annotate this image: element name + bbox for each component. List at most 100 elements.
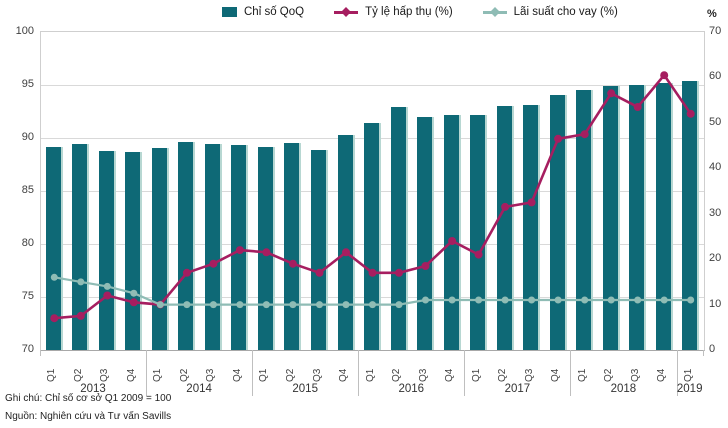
bar-chi-so-qoq [602, 86, 620, 350]
x-axis-quarter-label: Q3 [99, 368, 111, 382]
line-ty-le-hap-thu-marker [103, 291, 112, 300]
x-axis-quarter-label: Q1 [258, 368, 270, 382]
line-ty-le-hap-thu-marker [368, 268, 377, 277]
x-axis-year-label: 2014 [186, 383, 212, 395]
line-lai-suat-cho-vay-marker [687, 296, 695, 304]
x-axis-year-label: 2017 [504, 383, 531, 395]
x-axis-quarter-label: Q3 [417, 368, 429, 382]
left-axis-tick-label: 95 [21, 78, 34, 90]
bar-chi-so-qoq [178, 142, 196, 350]
x-axis-year-label: 2015 [292, 383, 318, 395]
x-axis-quarter-label: Q2 [497, 368, 509, 382]
axis-edge-tick [40, 350, 41, 356]
line-ty-le-hap-thu-marker [580, 130, 589, 139]
year-separator-line [146, 350, 148, 396]
line-ty-le-hap-thu-marker [288, 259, 297, 268]
left-axis-tick-label: 85 [21, 184, 34, 196]
year-separator-line [676, 350, 678, 396]
line-ty-le-hap-thu-marker [342, 248, 350, 257]
line-lai-suat-cho-vay-marker [422, 296, 429, 304]
line-lai-suat-cho-vay-marker [130, 289, 138, 297]
line-lai-suat-cho-vay-marker [448, 296, 456, 304]
line-lai-suat-cho-vay-marker [209, 301, 217, 309]
line-ty-le-hap-thu-marker [395, 268, 403, 277]
line-lai-suat-cho-vay-marker [554, 296, 562, 304]
line-series-layer [50, 71, 695, 323]
bar-chi-so-qoq [337, 134, 355, 350]
legend-item-qoq-index: Chỉ số QoQ [222, 6, 304, 18]
line-series-marker-icon [482, 7, 507, 17]
line-lai-suat-cho-vay-marker [50, 273, 58, 281]
bar-chi-so-qoq [45, 146, 63, 350]
bar-series-swatch-icon [222, 7, 237, 17]
bar-chi-so-qoq [523, 105, 541, 350]
line-ty-le-hap-thu-marker [660, 71, 669, 80]
x-axis-year-label: 2016 [398, 383, 425, 395]
line-lai-suat-cho-vay-marker [289, 301, 297, 309]
x-axis-year-label: 2018 [610, 383, 637, 395]
line-lai-suat-cho-vay-marker [156, 301, 164, 309]
line-lai-suat-cho-vay-marker [634, 296, 642, 304]
left-axis-tick-label: 80 [21, 237, 34, 249]
x-axis-quarter-label: Q3 [629, 368, 641, 382]
x-axis-quarter-label: Q1 [576, 368, 588, 382]
line-lai-suat-cho-vay-marker [236, 301, 244, 309]
bar-chi-so-qoq [311, 149, 328, 350]
x-axis-quarter-label: Q4 [444, 368, 456, 382]
bar-chi-so-qoq [204, 144, 222, 350]
left-axis-tick-label: 75 [21, 290, 34, 302]
line-series-marker-icon [334, 7, 359, 17]
line-ty-le-hap-thu-marker [607, 89, 616, 98]
left-axis-tick-label: 100 [15, 25, 34, 37]
line-lai-suat-cho-vay-marker [369, 301, 376, 309]
bar-chi-so-qoq [576, 90, 594, 350]
line-lai-suat-cho-vay-marker [395, 301, 403, 309]
left-axis-tick-label: 90 [21, 131, 34, 143]
bar-chi-so-qoq [72, 144, 90, 350]
line-ty-le-hap-thu-marker [182, 268, 191, 277]
x-axis-quarter-label: Q4 [550, 368, 562, 382]
line-ty-le-hap-thu-marker [421, 262, 430, 270]
bar-chi-so-qoq [655, 82, 673, 350]
x-axis-quarter-label: Q1 [470, 368, 482, 382]
footnote-source: Nguồn: Nghiên cứu và Tư vấn Savills [5, 411, 172, 422]
right-axis-tick-label: 70 [709, 25, 722, 37]
right-axis-tick-label: 20 [709, 252, 722, 265]
gridline [41, 85, 704, 86]
line-ty-le-hap-thu-marker [527, 198, 536, 207]
bar-chi-so-qoq [549, 94, 567, 350]
bar-chi-so-qoq [682, 80, 700, 350]
line-lai-suat-cho-vay [54, 276, 691, 306]
legend-label: Tỷ lệ hấp thụ (%) [365, 6, 453, 18]
x-axis-quarter-label: Q4 [125, 368, 137, 382]
chart-legend: Chỉ số QoQ Tỷ lệ hấp thụ (%) Lãi suất ch… [222, 6, 618, 18]
line-ty-le-hap-thu-marker [262, 248, 271, 257]
legend-label: Chỉ số QoQ [244, 6, 305, 18]
x-axis-quarter-label: Q2 [391, 368, 402, 382]
line-ty-le-hap-thu-marker [50, 314, 59, 323]
year-separator-line [358, 350, 360, 396]
x-axis-quarter-label: Q4 [231, 368, 243, 382]
legend-item-absorption-rate: Tỷ lệ hấp thụ (%) [334, 6, 453, 18]
bar-chi-so-qoq [364, 123, 381, 350]
line-lai-suat-cho-vay-marker [342, 301, 350, 309]
x-axis-quarter-label: Q4 [338, 368, 349, 382]
legend-label: Lãi suất cho vay (%) [513, 6, 618, 18]
x-axis-quarter-label: Q2 [603, 368, 615, 382]
line-ty-le-hap-thu-marker [315, 268, 324, 277]
right-axis-tick-label: 50 [709, 115, 722, 128]
x-axis-quarter-label: Q1 [682, 368, 694, 382]
line-ty-le-hap-thu-marker [633, 103, 642, 111]
bar-chi-so-qoq [470, 114, 488, 350]
line-lai-suat-cho-vay-marker [183, 301, 191, 309]
bar-chi-so-qoq [496, 106, 514, 350]
x-axis-quarter-label: Q2 [72, 368, 84, 382]
bar-chi-so-qoq [257, 146, 275, 350]
bar-chi-so-qoq [284, 143, 302, 350]
line-lai-suat-cho-vay-marker [528, 296, 536, 304]
line-ty-le-hap-thu-marker [686, 109, 695, 118]
year-separator-line [703, 350, 704, 356]
line-ty-le-hap-thu-marker [76, 311, 85, 320]
right-axis-unit-label: % [707, 8, 717, 20]
line-lai-suat-cho-vay-marker [475, 296, 483, 304]
